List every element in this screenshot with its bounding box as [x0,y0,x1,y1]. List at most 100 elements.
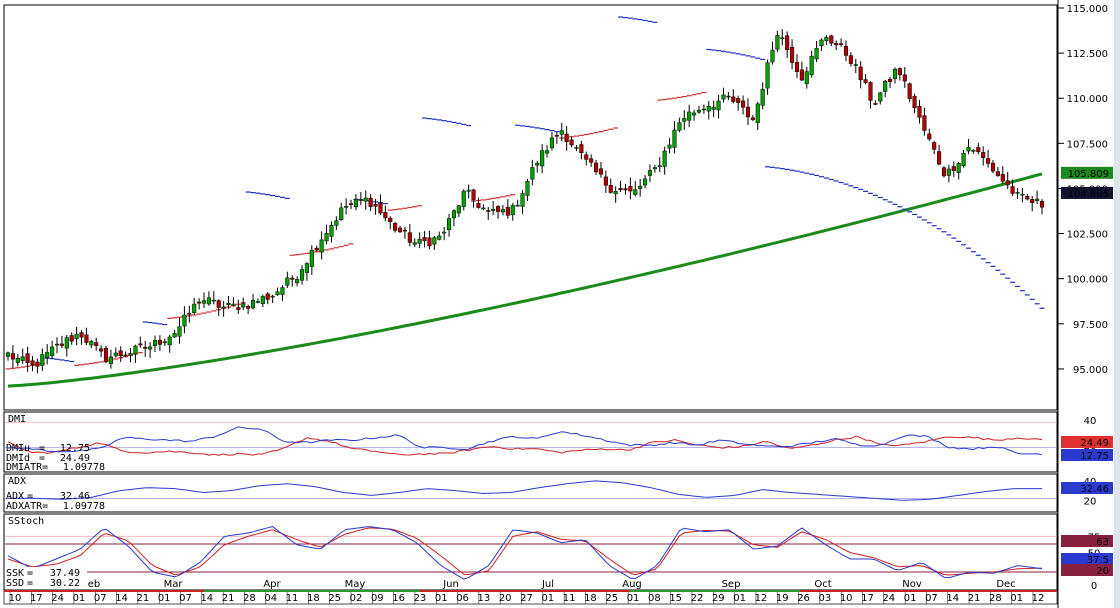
sstoch-layer: 7550250 [5,526,1100,592]
price-tick-label: 100.000 [1067,275,1108,286]
dmi-atr-label: DMIATR= [6,462,48,473]
date-tick-label: 28 [989,593,1002,604]
candle-down [348,203,354,205]
candle [790,39,795,70]
candle [412,238,417,247]
candle [481,204,486,211]
candle [446,213,452,237]
candle [265,292,270,305]
candle [84,327,89,346]
candle-up [1035,198,1040,201]
adx-value: 32.46 [60,491,90,502]
candle [814,40,819,63]
candle-down [834,43,839,46]
candle-up [451,210,456,219]
ssk-value-tag-bg [1061,553,1113,565]
candle [741,95,746,115]
date-tick-label: 27 [520,593,533,604]
candle [304,262,309,281]
candle [363,190,368,210]
candle [388,216,393,230]
candle-down [471,189,476,201]
candle [182,306,187,334]
candle [824,35,829,45]
candle [736,95,741,111]
stoch-20-tag: 20 [1096,566,1109,577]
candle [770,41,775,65]
candle-up [677,122,682,131]
date-tick-label: 11 [286,593,299,604]
candle [260,294,265,307]
candle [295,276,300,287]
month-band [630,590,800,592]
ssk-line [7,526,1043,580]
date-tick-label: 21 [968,593,981,604]
price-tick-label: 97.500 [1073,320,1108,331]
date-tick-label: 01 [435,593,448,604]
candle [172,329,177,338]
candle-up [446,218,452,231]
candle [348,199,354,209]
candle [780,29,785,46]
candle [623,183,628,195]
candle-up [652,167,657,170]
candle-down [981,152,986,159]
candle [603,170,608,193]
candle [701,104,706,114]
candle [290,275,295,287]
candle [221,300,226,317]
candle [319,231,324,260]
dmi-atr-value: 1.09778 [63,462,105,473]
candle [726,92,731,101]
candle-up [201,300,207,304]
candle-up [760,88,765,106]
candle-up [74,333,79,339]
dmi-minus-eq: = [39,453,45,464]
candle-down [373,204,378,207]
candle [525,178,530,201]
candle [775,30,780,52]
month-label: Mar [164,579,184,590]
candle [10,345,15,368]
candle-up [148,346,153,350]
candle-up [515,204,520,207]
candle [868,81,873,109]
dmi-plus-tag-bg [1061,449,1113,461]
candle-down [618,188,623,191]
candle [1030,195,1035,212]
candle [246,304,251,315]
candle-up [971,150,976,152]
candle [30,356,35,372]
month-band [204,590,420,592]
candle [250,293,256,310]
candle-up [491,208,496,211]
candle-up [775,35,780,50]
date-tick-label: 09 [371,593,384,604]
candle [103,345,109,364]
candle [941,166,947,178]
month-label: Apr [263,579,281,590]
candle-up [682,118,687,122]
date-tick-label: 16 [392,593,405,604]
candle [706,101,711,120]
candle [201,292,207,308]
date-tick-label: 01 [904,593,917,604]
candle [863,74,868,85]
candle [64,334,69,357]
candle [35,358,40,374]
candle-up [662,150,667,167]
candle [966,138,971,155]
candle-up [956,163,961,173]
candle [549,132,555,151]
candle [613,186,618,203]
candle-up [809,55,814,76]
candle [750,114,755,122]
ssd-line [7,527,1043,576]
candle [652,164,657,173]
candle [839,38,844,47]
candle [927,128,932,141]
date-tick-label: 12 [1032,593,1045,604]
candle-up [966,147,971,152]
